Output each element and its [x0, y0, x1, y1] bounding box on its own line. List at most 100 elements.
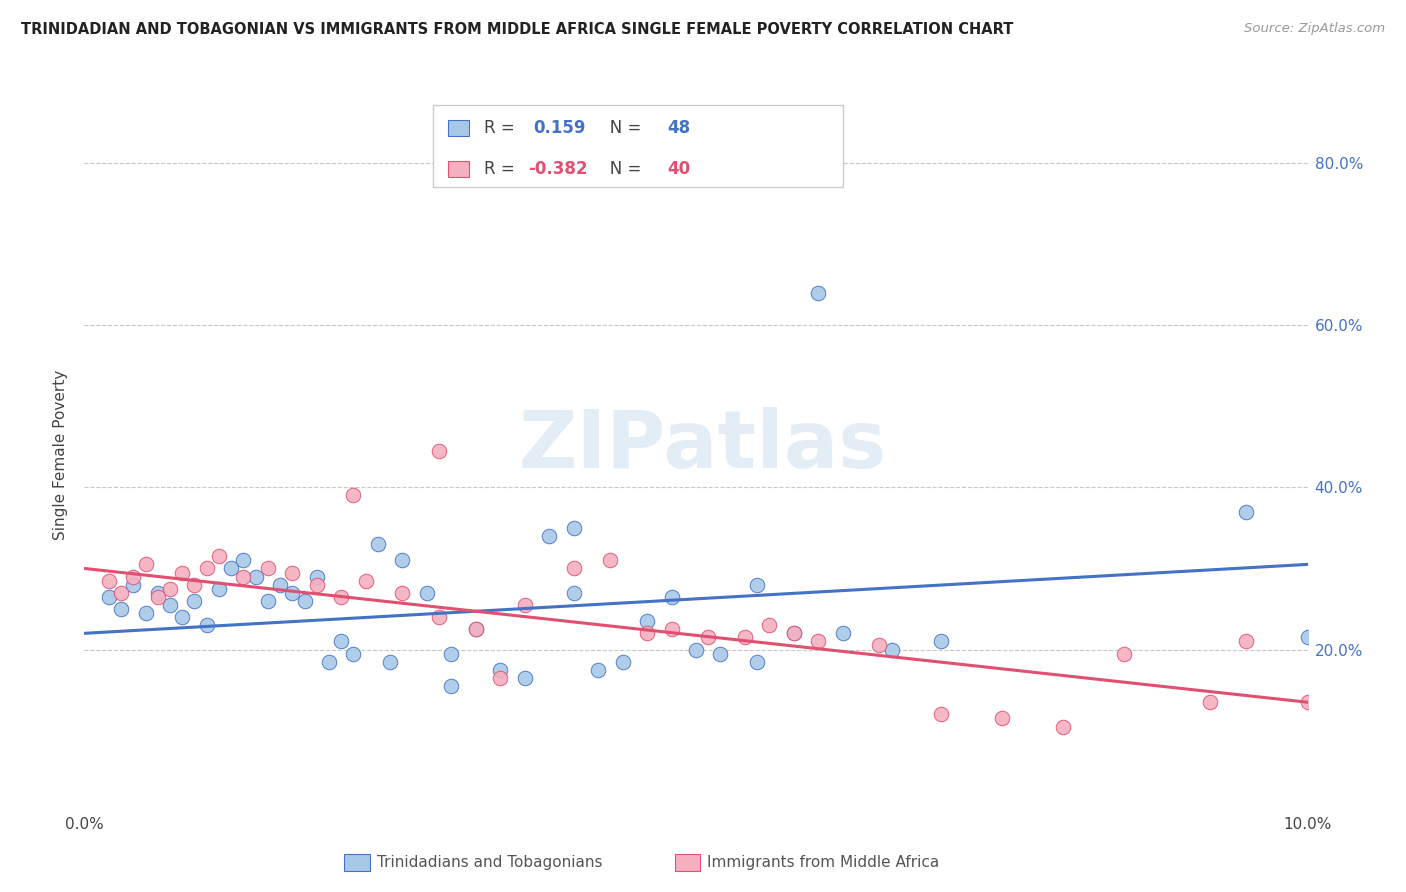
Point: [636, 626, 658, 640]
Text: Trinidadians and Tobagonians: Trinidadians and Tobagonians: [377, 855, 602, 870]
Point: [1114, 647, 1136, 661]
Point: [195, 561, 218, 575]
Point: [427, 610, 450, 624]
Point: [342, 488, 364, 502]
Point: [1236, 505, 1258, 519]
Point: [281, 586, 304, 600]
Point: [783, 626, 806, 640]
Point: [612, 655, 634, 669]
Point: [294, 594, 316, 608]
Point: [232, 553, 254, 567]
FancyBboxPatch shape: [433, 105, 842, 187]
Point: [172, 610, 194, 624]
Point: [513, 598, 536, 612]
Point: [159, 582, 181, 596]
Point: [758, 618, 780, 632]
Point: [367, 537, 389, 551]
Text: ZIPatlas: ZIPatlas: [519, 407, 887, 485]
FancyBboxPatch shape: [447, 161, 470, 178]
Point: [305, 569, 328, 583]
Point: [146, 590, 169, 604]
Point: [1198, 695, 1220, 709]
Point: [783, 626, 806, 640]
Point: [208, 549, 231, 564]
Text: -0.382: -0.382: [527, 161, 588, 178]
Point: [245, 569, 267, 583]
Point: [1052, 720, 1074, 734]
Point: [208, 582, 231, 596]
Text: 40: 40: [668, 161, 690, 178]
Text: R =: R =: [484, 120, 524, 137]
Point: [110, 602, 132, 616]
Point: [281, 566, 304, 580]
Point: [929, 634, 952, 648]
Point: [330, 634, 353, 648]
Point: [599, 553, 621, 567]
Point: [562, 521, 585, 535]
Text: N =: N =: [593, 161, 647, 178]
Point: [305, 577, 328, 591]
Point: [747, 577, 769, 591]
Point: [427, 443, 450, 458]
Point: [880, 642, 903, 657]
Point: [135, 558, 157, 572]
Point: [122, 569, 145, 583]
Point: [831, 626, 853, 640]
Point: [159, 598, 181, 612]
Point: [685, 642, 707, 657]
Point: [391, 553, 413, 567]
Point: [464, 622, 486, 636]
Point: [110, 586, 132, 600]
Point: [709, 647, 731, 661]
Point: [869, 639, 891, 653]
Point: [232, 569, 254, 583]
Point: [354, 574, 377, 588]
Text: 48: 48: [668, 120, 690, 137]
Point: [489, 671, 512, 685]
Text: Source: ZipAtlas.com: Source: ZipAtlas.com: [1244, 22, 1385, 36]
Point: [636, 614, 658, 628]
Point: [734, 631, 756, 645]
Point: [807, 634, 830, 648]
Point: [807, 285, 830, 300]
Point: [697, 631, 720, 645]
Point: [318, 655, 340, 669]
Y-axis label: Single Female Poverty: Single Female Poverty: [53, 370, 69, 540]
Point: [562, 586, 585, 600]
Text: N =: N =: [593, 120, 647, 137]
Point: [257, 594, 280, 608]
Text: R =: R =: [484, 161, 520, 178]
Point: [342, 647, 364, 661]
Point: [330, 590, 353, 604]
Point: [257, 561, 280, 575]
Point: [391, 586, 413, 600]
Point: [489, 663, 512, 677]
Point: [929, 707, 952, 722]
Point: [416, 586, 439, 600]
Point: [562, 561, 585, 575]
Point: [97, 590, 120, 604]
Point: [747, 655, 769, 669]
Point: [991, 711, 1014, 725]
Point: [513, 671, 536, 685]
Point: [97, 574, 120, 588]
Point: [440, 647, 463, 661]
FancyBboxPatch shape: [447, 120, 470, 136]
Point: [122, 577, 145, 591]
Point: [195, 618, 218, 632]
Point: [269, 577, 291, 591]
Point: [1296, 631, 1319, 645]
Point: [380, 655, 402, 669]
Point: [661, 622, 683, 636]
Point: [586, 663, 609, 677]
Text: TRINIDADIAN AND TOBAGONIAN VS IMMIGRANTS FROM MIDDLE AFRICA SINGLE FEMALE POVERT: TRINIDADIAN AND TOBAGONIAN VS IMMIGRANTS…: [21, 22, 1014, 37]
Point: [464, 622, 486, 636]
Point: [1296, 695, 1319, 709]
Point: [538, 529, 561, 543]
Text: Immigrants from Middle Africa: Immigrants from Middle Africa: [707, 855, 939, 870]
Point: [135, 606, 157, 620]
Point: [183, 577, 205, 591]
Point: [219, 561, 242, 575]
Point: [172, 566, 194, 580]
Point: [661, 590, 683, 604]
